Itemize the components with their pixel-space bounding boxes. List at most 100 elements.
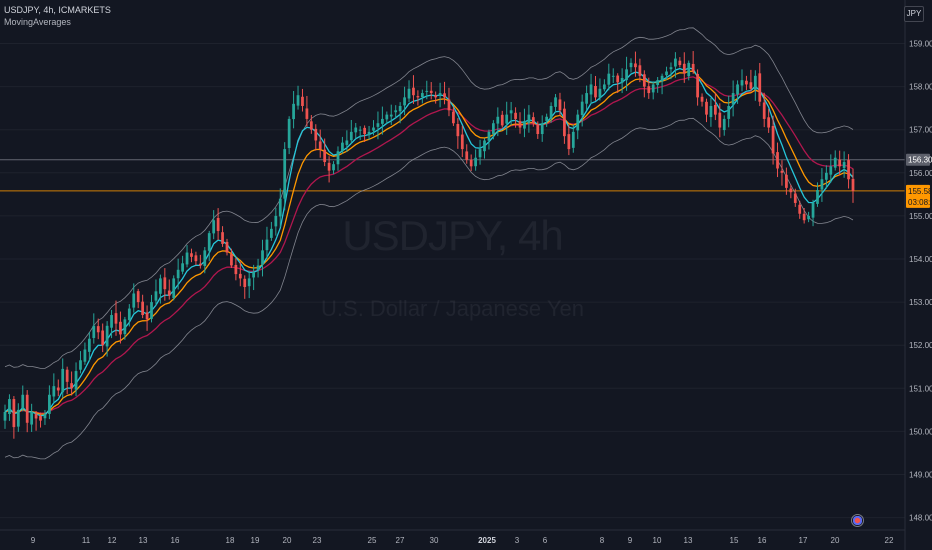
candle-up — [105, 325, 109, 347]
candle-down — [194, 255, 198, 262]
candle-up — [585, 93, 588, 104]
x-tick-label: 13 — [139, 536, 148, 545]
candlesticks — [3, 51, 855, 439]
watermark-title: USDJPY, 4h — [342, 212, 563, 259]
candle-up — [571, 131, 575, 148]
candle-up — [283, 149, 287, 199]
price-axis[interactable]: 159.000 158.000 157.000 156.000 155.000 154.0… — [909, 40, 932, 523]
candle-down — [563, 108, 566, 137]
candle-up — [185, 252, 189, 265]
candle-up — [123, 319, 127, 335]
y-tick-label: 159.000 — [909, 40, 932, 49]
candle-up — [21, 394, 25, 409]
candle-up — [842, 162, 846, 168]
x-tick-label: 25 — [368, 536, 377, 545]
candle-down — [802, 213, 806, 221]
y-tick-label: 158.000 — [909, 83, 932, 92]
candle-up — [3, 412, 7, 421]
candle-up — [820, 179, 824, 190]
candle-down — [101, 330, 105, 346]
indicator-legend[interactable]: MovingAverages — [4, 17, 71, 27]
x-tick-label: 20 — [831, 536, 840, 545]
candle-up — [651, 84, 655, 93]
y-tick-label: 152.000 — [909, 341, 932, 350]
candle-up — [589, 84, 593, 95]
envelope-bands — [4, 27, 854, 460]
x-tick-label: 6 — [543, 536, 548, 545]
candle-down — [616, 75, 620, 83]
candle-up — [203, 250, 207, 266]
candle-up — [296, 95, 300, 106]
candle-down — [456, 124, 460, 137]
candle-down — [34, 413, 38, 419]
candle-up — [212, 220, 216, 234]
candle-up — [256, 265, 260, 270]
candle-down — [518, 121, 522, 128]
candle-up — [52, 386, 56, 397]
candle-up — [545, 116, 549, 121]
candle-up — [376, 123, 380, 127]
candle-up — [261, 250, 264, 265]
candle-down — [136, 291, 140, 303]
candle-up — [247, 278, 251, 287]
candle-down — [25, 394, 29, 423]
candle-up — [349, 131, 353, 141]
candle-up — [92, 325, 96, 338]
candle-up — [807, 215, 810, 220]
watermark-subtitle: U.S. Dollar / Japanese Yen — [321, 296, 584, 321]
x-tick-label: 17 — [799, 536, 808, 545]
candle-down — [793, 193, 797, 203]
candle-up — [16, 409, 20, 427]
candle-down — [314, 128, 318, 141]
candle-down — [682, 63, 686, 74]
candle-up — [372, 127, 375, 131]
candle-up — [181, 263, 184, 272]
candle-up — [602, 84, 606, 90]
candle-up — [740, 80, 744, 86]
candle-down — [798, 204, 802, 214]
candle-down — [238, 273, 242, 279]
candle-down — [243, 278, 247, 288]
candle-down — [749, 82, 753, 89]
candle-down — [634, 63, 637, 68]
symbol-legend[interactable]: USDJPY, 4h, ICMARKETS — [4, 5, 111, 15]
candle-down — [771, 125, 775, 154]
x-tick-label: 19 — [251, 536, 260, 545]
ma-slow-line — [4, 76, 854, 414]
candle-down — [558, 99, 562, 111]
candle-up — [620, 77, 624, 83]
band-upper-line — [4, 27, 854, 369]
time-axis[interactable]: 9 11 12 13 16 18 19 20 23 25 27 30 2025 3 6 8 9 10 13 15 16 1… — [31, 536, 894, 545]
candle-up — [341, 142, 344, 152]
candle-down — [141, 301, 145, 316]
candle-down — [531, 117, 535, 124]
candle-down — [434, 95, 438, 98]
ma-mid-line — [4, 70, 854, 415]
candle-down — [638, 65, 642, 76]
candle-down — [65, 369, 69, 382]
candle-up — [207, 233, 211, 251]
candle-up — [669, 67, 673, 70]
candle-down — [767, 117, 771, 128]
candle-up — [87, 338, 91, 352]
candle-down — [465, 151, 469, 160]
candle-up — [492, 123, 495, 134]
candle-up — [150, 302, 153, 319]
x-tick-label: 30 — [430, 536, 439, 545]
candle-up — [398, 105, 402, 112]
axis-price-labels: 156.303 155.581 03:08:31 — [906, 153, 932, 208]
candle-up — [403, 97, 406, 106]
candle-up — [79, 360, 82, 370]
y-tick-label: 151.000 — [909, 384, 932, 393]
candle-down — [56, 387, 60, 391]
candle-up — [420, 93, 424, 98]
candle-up — [474, 157, 477, 167]
currency-button[interactable]: JPY — [904, 6, 924, 22]
x-tick-label: 11 — [82, 536, 91, 545]
candle-up — [598, 88, 602, 98]
candle-down — [225, 241, 229, 253]
candle-up — [394, 110, 398, 113]
x-tick-label: 9 — [628, 536, 633, 545]
candle-up — [496, 116, 500, 124]
